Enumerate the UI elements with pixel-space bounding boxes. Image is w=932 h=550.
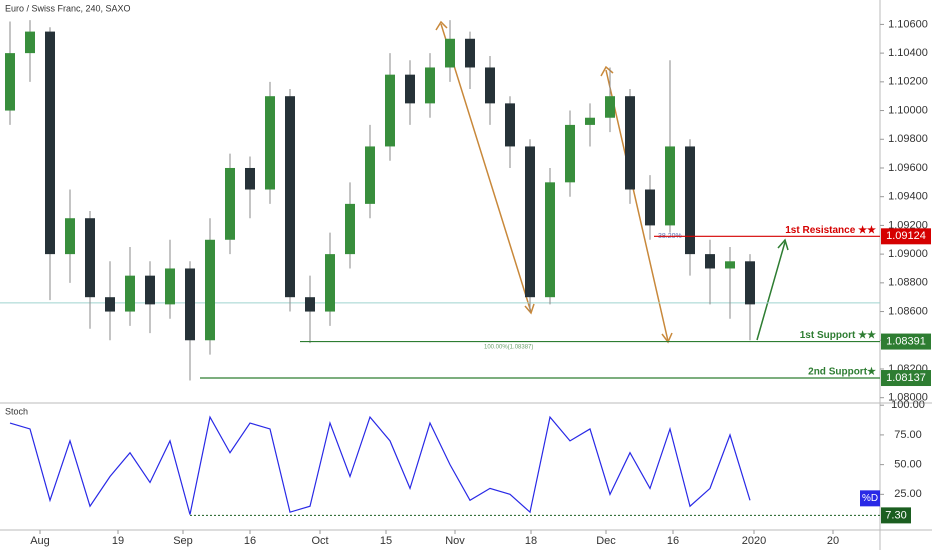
- candle-body: [345, 203, 355, 255]
- candle-body: [585, 117, 595, 125]
- y-tick-label: 1.09400: [888, 191, 928, 203]
- candle-body: [305, 297, 315, 312]
- y-tick-label: 1.09600: [888, 162, 928, 174]
- candle-body: [125, 275, 135, 312]
- x-tick-label: Dec: [596, 535, 616, 547]
- x-tick-label: 16: [667, 535, 679, 547]
- legend-badge: [860, 490, 880, 507]
- level-label: 1st Support ★★: [800, 330, 876, 341]
- price-badge-label: 1.08391: [886, 335, 926, 347]
- candle-body: [65, 218, 75, 255]
- candle-body: [405, 74, 415, 104]
- x-tick-label: Nov: [445, 535, 465, 547]
- candle-body: [5, 53, 15, 111]
- x-tick-label: Sep: [173, 535, 193, 547]
- y-tick-label: 100.00: [891, 399, 925, 411]
- y-tick-label: 1.08800: [888, 277, 928, 289]
- fib-label: 100.00%(1.08387): [484, 345, 533, 351]
- candle-body: [25, 31, 35, 54]
- candle-body: [685, 146, 695, 255]
- y-tick-label: 1.09800: [888, 133, 928, 145]
- x-tick-label: 19: [112, 535, 124, 547]
- candle-body: [725, 261, 735, 269]
- price-badge-label: 1.08137: [886, 372, 926, 384]
- y-tick-label: 1.09200: [888, 219, 928, 231]
- level-badge-label: 7.30: [885, 509, 906, 521]
- annotation-arrows: [435, 20, 673, 344]
- candle-body: [505, 103, 515, 147]
- candle-body: [285, 96, 295, 298]
- level-label: 2nd Support★: [808, 367, 876, 378]
- candle-body: [425, 67, 435, 104]
- candle-body: [225, 167, 235, 240]
- price-badge: [881, 370, 931, 387]
- candle-body: [525, 146, 535, 298]
- candle-body: [625, 96, 635, 190]
- x-tick-label: Oct: [311, 535, 328, 547]
- chart-title: Euro / Swiss Franc, 240, SAXO: [5, 3, 131, 13]
- candle-body: [165, 268, 175, 305]
- candle-body: [645, 189, 655, 226]
- y-tick-label: 1.09000: [888, 248, 928, 260]
- x-tick-label: 20: [827, 535, 839, 547]
- price-badge-label: 1.09124: [886, 230, 926, 242]
- candle-body: [365, 146, 375, 204]
- candle-body: [665, 146, 675, 226]
- candle-body: [265, 96, 275, 190]
- y-tick-label: 1.08600: [888, 305, 928, 317]
- x-tick-label: 15: [380, 535, 392, 547]
- x-tick-label: 16: [244, 535, 256, 547]
- y-tick-label: 50.00: [894, 459, 922, 471]
- x-tick-label: 2020: [742, 535, 766, 547]
- x-tick-label: Aug: [30, 535, 50, 547]
- y-tick-label: 1.10400: [888, 47, 928, 59]
- y-tick-label: 1.10000: [888, 104, 928, 116]
- y-tick-label: 1.10200: [888, 76, 928, 88]
- candle-body: [545, 182, 555, 298]
- candle-body: [185, 268, 195, 341]
- candle-body: [385, 74, 395, 147]
- price-badge: [881, 333, 931, 350]
- candle-body: [705, 254, 715, 269]
- candle-body: [145, 275, 155, 305]
- price-badge: [881, 228, 931, 245]
- y-tick-label: 75.00: [894, 429, 922, 441]
- level-badge: [881, 507, 911, 524]
- legend-label: %D: [862, 493, 878, 504]
- y-tick-label: 1.10600: [888, 18, 928, 30]
- candle-body: [325, 254, 335, 312]
- candle-body: [605, 96, 615, 118]
- candle-body: [745, 261, 755, 305]
- candle-body: [85, 218, 95, 298]
- y-tick-label: 1.08000: [888, 392, 928, 404]
- candle-body: [565, 124, 575, 183]
- candle-body: [205, 239, 215, 341]
- candle-body: [485, 67, 495, 104]
- candle-body: [45, 31, 55, 255]
- candle-body: [245, 167, 255, 190]
- candle-body: [105, 297, 115, 312]
- y-tick-label: 25.00: [894, 488, 922, 500]
- candle-body: [445, 38, 455, 68]
- x-tick-label: 18: [525, 535, 537, 547]
- projection-arrow: [756, 238, 789, 341]
- level-label: 1st Resistance ★★: [785, 225, 876, 236]
- candle-body: [465, 38, 475, 68]
- indicator-name: Stoch: [5, 406, 28, 416]
- stoch-line: [9, 415, 751, 515]
